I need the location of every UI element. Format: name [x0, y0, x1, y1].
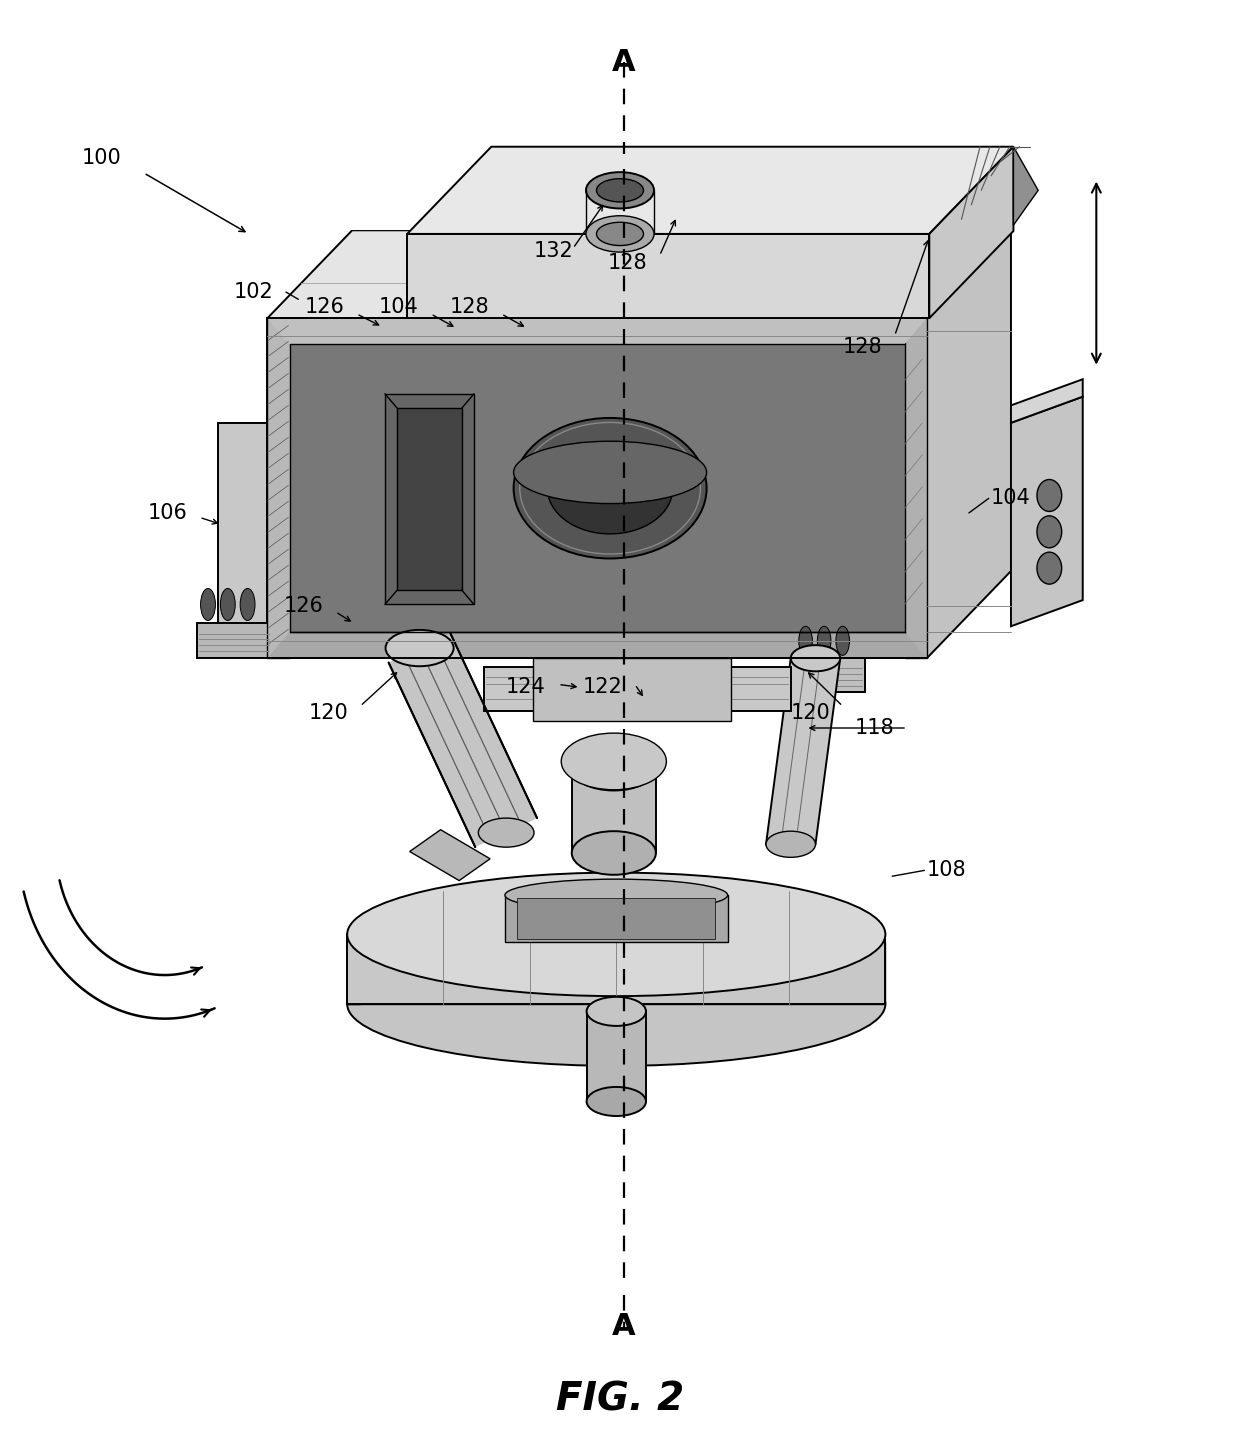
Ellipse shape: [587, 1088, 646, 1115]
Ellipse shape: [766, 831, 816, 858]
Polygon shape: [1011, 396, 1083, 626]
Ellipse shape: [596, 223, 644, 246]
Text: 132: 132: [533, 242, 573, 261]
Polygon shape: [587, 1012, 646, 1102]
Ellipse shape: [836, 626, 849, 655]
Ellipse shape: [386, 630, 454, 667]
Polygon shape: [384, 393, 474, 604]
Text: A: A: [611, 1312, 636, 1341]
Ellipse shape: [587, 215, 653, 252]
Ellipse shape: [1037, 515, 1061, 547]
Polygon shape: [1013, 147, 1038, 226]
Text: A: A: [611, 48, 636, 77]
Text: 108: 108: [926, 860, 966, 881]
Polygon shape: [268, 319, 926, 658]
Ellipse shape: [817, 626, 831, 655]
Polygon shape: [268, 232, 1011, 319]
Polygon shape: [290, 345, 904, 632]
Text: 128: 128: [843, 338, 883, 357]
Ellipse shape: [221, 588, 236, 620]
Text: 120: 120: [309, 703, 348, 724]
Ellipse shape: [347, 872, 885, 996]
Polygon shape: [397, 408, 461, 590]
Ellipse shape: [562, 732, 666, 789]
Polygon shape: [388, 633, 537, 847]
Ellipse shape: [587, 172, 653, 208]
Text: 128: 128: [608, 253, 647, 272]
Polygon shape: [347, 942, 360, 1005]
Ellipse shape: [1037, 479, 1061, 511]
Text: 106: 106: [148, 502, 187, 523]
Polygon shape: [268, 319, 926, 345]
Ellipse shape: [587, 997, 646, 1026]
Polygon shape: [197, 623, 272, 658]
Text: 120: 120: [791, 703, 831, 724]
Text: 122: 122: [583, 677, 622, 697]
Ellipse shape: [547, 443, 673, 534]
Polygon shape: [409, 830, 490, 881]
Polygon shape: [484, 667, 791, 711]
Polygon shape: [407, 234, 929, 319]
Ellipse shape: [572, 747, 656, 791]
Ellipse shape: [241, 588, 255, 620]
Text: 118: 118: [856, 718, 895, 738]
Polygon shape: [505, 895, 728, 942]
Text: 124: 124: [506, 677, 546, 697]
Polygon shape: [347, 935, 885, 1005]
Ellipse shape: [572, 831, 656, 875]
Text: 104: 104: [991, 488, 1030, 508]
Polygon shape: [766, 658, 841, 844]
Ellipse shape: [596, 179, 644, 202]
Ellipse shape: [347, 942, 885, 1066]
Polygon shape: [517, 898, 715, 939]
Ellipse shape: [513, 441, 707, 504]
Text: FIG. 2: FIG. 2: [556, 1380, 684, 1418]
Ellipse shape: [505, 879, 728, 911]
Text: 126: 126: [284, 596, 324, 616]
Text: 128: 128: [449, 297, 489, 316]
Polygon shape: [347, 942, 885, 1005]
Text: 100: 100: [82, 149, 122, 169]
Polygon shape: [929, 147, 1013, 319]
Ellipse shape: [799, 626, 812, 655]
Polygon shape: [572, 769, 656, 853]
Polygon shape: [268, 319, 290, 658]
Ellipse shape: [513, 418, 707, 559]
Polygon shape: [533, 658, 732, 721]
Ellipse shape: [1037, 552, 1061, 584]
Polygon shape: [1011, 379, 1083, 422]
Text: 102: 102: [234, 282, 274, 301]
Polygon shape: [794, 658, 866, 692]
Ellipse shape: [791, 645, 841, 671]
Ellipse shape: [479, 818, 534, 847]
Polygon shape: [904, 319, 926, 658]
Text: 104: 104: [378, 297, 418, 316]
Polygon shape: [268, 632, 926, 658]
Polygon shape: [407, 147, 1013, 234]
Ellipse shape: [201, 588, 216, 620]
Text: 126: 126: [305, 297, 345, 316]
Polygon shape: [926, 232, 1011, 658]
Polygon shape: [218, 422, 268, 633]
